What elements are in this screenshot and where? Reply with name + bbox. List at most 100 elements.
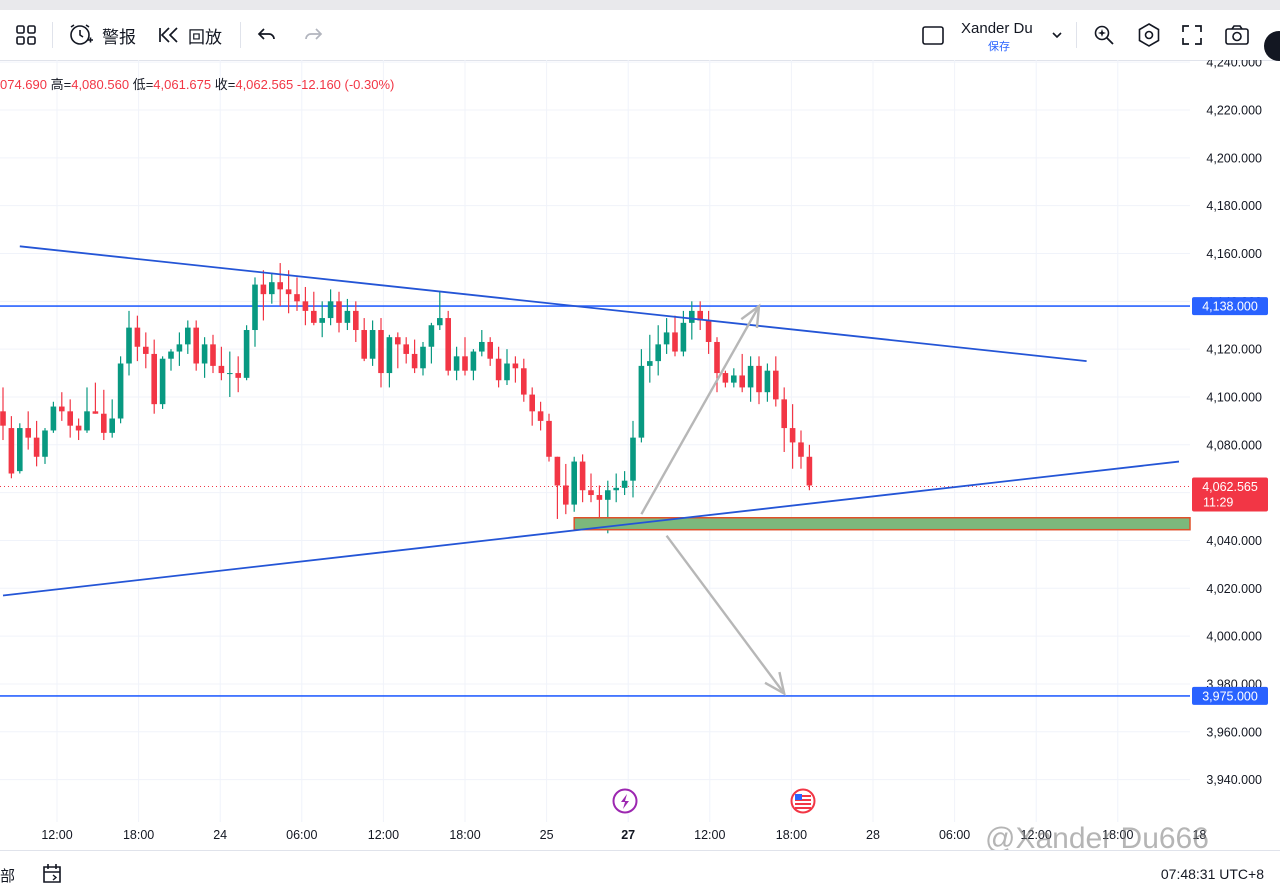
candle — [411, 339, 418, 374]
candle — [470, 349, 477, 381]
y-tick-label: 4,240.000 — [1206, 60, 1262, 70]
clock-readout[interactable]: 07:48:31 UTC+8 — [1160, 866, 1264, 882]
candle-body — [361, 330, 367, 359]
layout-dropdown[interactable] — [1050, 10, 1064, 60]
candle — [294, 277, 300, 311]
goto-date-button[interactable] — [40, 862, 64, 891]
candle — [353, 301, 359, 342]
candle-body — [722, 373, 729, 383]
ohlc-high-label: 高= — [50, 77, 72, 92]
candle — [630, 420, 636, 498]
candle-body — [756, 365, 762, 393]
candle-body — [697, 310, 703, 321]
candle-body — [84, 411, 90, 431]
alarm-clock-icon — [70, 24, 93, 45]
fullscreen-button[interactable] — [1181, 10, 1203, 60]
avatar[interactable] — [1264, 31, 1280, 61]
candle — [495, 346, 502, 388]
candle — [243, 325, 250, 381]
candle — [311, 291, 317, 326]
candle — [789, 404, 796, 469]
candle-body — [789, 428, 796, 443]
candle — [59, 392, 65, 421]
trendline-lower — [2, 460, 1180, 597]
price-chart[interactable]: 4,240.000 4,220.000 4,200.000 4,180.000 4,16… — [0, 60, 1280, 850]
price-label-bg — [1192, 477, 1268, 512]
candle-body — [151, 353, 157, 405]
layout-select-button[interactable] — [921, 10, 945, 60]
candle-body — [260, 284, 267, 295]
candle — [277, 263, 283, 307]
candle — [168, 349, 174, 371]
candle — [579, 454, 586, 503]
candle — [529, 387, 535, 426]
candle-body — [529, 394, 535, 412]
candle — [621, 471, 628, 496]
snapshot-button[interactable] — [1224, 10, 1250, 60]
price-axis-label: 4,062.565 11:29 — [1192, 477, 1268, 512]
candle — [504, 349, 510, 386]
candle-body — [579, 461, 586, 491]
candle-body — [327, 301, 334, 319]
candle-body — [420, 346, 426, 369]
candle — [42, 428, 48, 464]
replay-button[interactable]: 回放 — [158, 10, 222, 60]
settings-button[interactable] — [1136, 10, 1162, 60]
candle-body — [176, 344, 183, 352]
ohlc-open: 074.690 — [0, 77, 47, 92]
range-all-button[interactable]: 部 — [0, 868, 16, 885]
candle — [563, 463, 569, 515]
candle — [336, 291, 342, 333]
candle-body — [353, 310, 359, 331]
y-tick-label: 4,020.000 — [1206, 582, 1262, 596]
x-tick-label: 06:00 — [286, 828, 317, 842]
candle — [227, 351, 233, 397]
y-tick-label: 3,960.000 — [1206, 725, 1262, 739]
ohlc-change: -12.160 (-0.30%) — [296, 77, 395, 92]
redo-button[interactable] — [302, 10, 324, 60]
trendline-upper — [19, 245, 1087, 363]
x-tick-label: 12:00 — [368, 828, 399, 842]
candle — [33, 420, 40, 467]
candle-body — [193, 327, 199, 364]
candle — [613, 473, 619, 503]
quick-search-button[interactable] — [1092, 10, 1116, 60]
candle — [705, 310, 712, 354]
x-tick-label: 24 — [213, 828, 227, 842]
watermark: @Xander Du666 — [985, 822, 1209, 855]
ohlc-high: 4,080.560 — [71, 77, 130, 92]
candle-body — [101, 413, 107, 433]
flash-event-icon[interactable] — [612, 788, 638, 814]
candle-body — [731, 375, 737, 383]
layout-name[interactable]: Xander Du — [961, 20, 1033, 37]
candle-body — [344, 310, 351, 323]
candle-body — [663, 332, 670, 345]
candle — [638, 349, 645, 443]
candle-body — [201, 344, 208, 364]
us-flag-event-icon[interactable] — [790, 788, 816, 814]
candle-body — [672, 332, 678, 352]
candle — [521, 358, 527, 402]
candle — [571, 456, 577, 512]
breakout-up-arrow — [640, 303, 761, 515]
candle-body — [479, 341, 485, 352]
candle — [756, 356, 762, 405]
candle — [201, 337, 208, 378]
gear-icon — [1138, 23, 1160, 47]
undo-button[interactable] — [256, 10, 278, 60]
candle-body — [378, 330, 384, 374]
layout-grid-button[interactable] — [14, 10, 38, 60]
support-zone — [573, 517, 1191, 531]
alert-button[interactable]: 警报 — [68, 10, 136, 60]
arrow-head — [740, 303, 761, 329]
time-axis: 12:00 18:00 24 06:00 12:00 18:00 25 27 12:00 18:0… — [41, 828, 1206, 842]
candle-body — [714, 341, 720, 374]
x-tick-label: 27 — [621, 828, 635, 842]
drawings — [2, 245, 1191, 696]
candle-body — [655, 344, 661, 362]
candle-body — [134, 327, 141, 347]
x-tick-label: 18:00 — [123, 828, 154, 842]
candle-body — [680, 322, 687, 352]
y-tick-label: 4,120.000 — [1206, 343, 1262, 357]
candle — [92, 382, 99, 414]
